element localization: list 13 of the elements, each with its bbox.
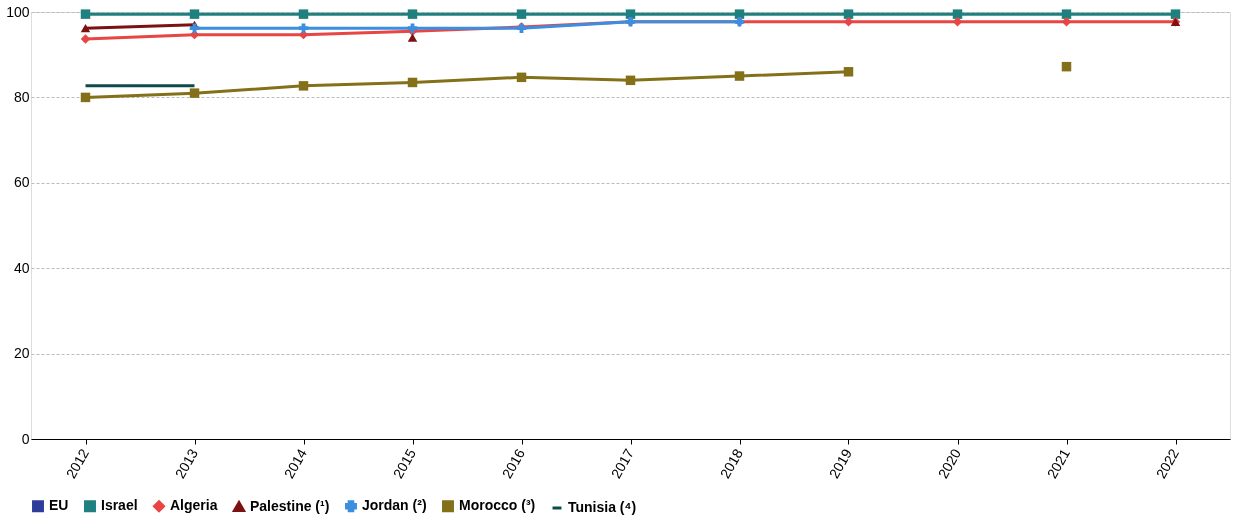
legend-label: Palestine (¹)	[250, 497, 330, 514]
y-tick-label: 80	[13, 88, 30, 105]
legend-label: Algeria	[170, 497, 218, 514]
legend-label: EU	[49, 497, 69, 514]
y-tick-label: 40	[13, 259, 30, 276]
y-tick-label: 100	[6, 3, 30, 20]
legend-label: Jordan (²)	[362, 497, 427, 514]
legend-label: Morocco (³)	[459, 497, 536, 514]
y-tick-label: 0	[21, 430, 30, 447]
y-tick-label: 20	[13, 345, 30, 362]
y-tick-label: 60	[13, 174, 30, 191]
legend-label: Tunisia (⁴)	[568, 499, 637, 515]
legend-label: Israel	[101, 497, 138, 514]
